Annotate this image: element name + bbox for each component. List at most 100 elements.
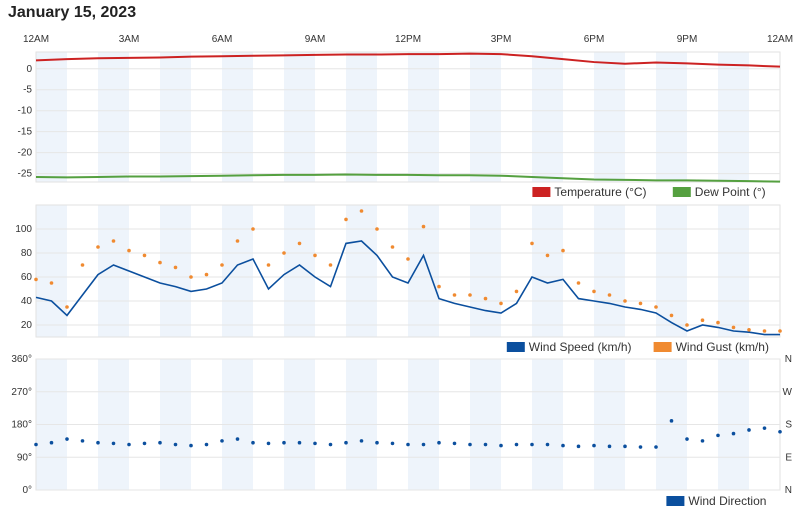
- data-point: [34, 277, 38, 282]
- y-tick-label: 0: [26, 64, 32, 75]
- y-tick-label: 270°: [11, 387, 32, 398]
- data-point: [561, 248, 565, 253]
- data-point: [762, 426, 767, 430]
- data-point: [468, 442, 472, 447]
- data-point: [669, 313, 674, 318]
- data-point: [49, 440, 54, 445]
- legend-label: Wind Speed (km/h): [529, 340, 632, 354]
- hour-band: [532, 205, 563, 337]
- hour-band: [594, 205, 625, 337]
- data-point: [576, 444, 581, 449]
- data-point: [452, 293, 457, 297]
- data-point: [204, 272, 209, 277]
- data-point: [34, 442, 38, 447]
- data-point: [437, 284, 441, 289]
- data-point: [685, 323, 689, 327]
- legend-label: Wind Direction: [688, 494, 766, 508]
- data-point: [499, 301, 503, 306]
- data-point: [530, 442, 534, 447]
- data-point: [778, 429, 782, 434]
- legend-label: Temperature (°C): [554, 185, 646, 199]
- legend-swatch: [532, 187, 551, 197]
- data-point: [375, 440, 379, 445]
- hour-band: [656, 205, 687, 337]
- hour-band: [594, 52, 625, 182]
- y-tick-label: -25: [18, 169, 33, 180]
- data-point: [406, 257, 410, 261]
- data-point: [483, 296, 488, 301]
- data-point: [561, 443, 565, 448]
- data-point: [390, 441, 395, 446]
- data-point: [638, 301, 643, 306]
- data-point: [762, 329, 767, 333]
- data-point: [731, 325, 736, 330]
- data-point: [111, 239, 116, 243]
- data-point: [80, 263, 85, 267]
- data-point: [499, 443, 503, 448]
- hour-band: [470, 205, 501, 337]
- hour-band: [36, 205, 67, 337]
- data-point: [127, 248, 131, 253]
- data-point: [700, 439, 705, 443]
- data-point: [158, 260, 162, 265]
- y-tick-label: 90°: [17, 452, 32, 463]
- data-point: [421, 442, 426, 447]
- page-title: January 15, 2023: [8, 4, 137, 21]
- data-point: [235, 437, 240, 441]
- data-point: [716, 433, 720, 438]
- data-point: [282, 440, 286, 445]
- time-tick-label: 3PM: [491, 34, 512, 45]
- time-tick-label: 9PM: [677, 34, 698, 45]
- data-point: [545, 253, 550, 258]
- y-tick-label: -20: [18, 148, 33, 159]
- data-point: [266, 441, 271, 446]
- data-point: [173, 265, 178, 270]
- data-point: [514, 289, 519, 294]
- series-line: [35, 52, 781, 68]
- time-tick-label: 12AM: [767, 34, 793, 45]
- data-point: [623, 299, 627, 303]
- time-tick-label: 12PM: [395, 34, 421, 45]
- y-tick-label: 100: [15, 224, 32, 235]
- hour-band: [36, 52, 67, 182]
- data-point: [111, 441, 116, 446]
- data-point: [747, 428, 751, 432]
- y-tick-label-right: W: [783, 387, 793, 398]
- data-point: [359, 209, 364, 213]
- data-point: [344, 440, 348, 445]
- data-point: [685, 437, 689, 441]
- y-tick-label: -15: [18, 127, 33, 138]
- time-tick-label: 6AM: [212, 34, 233, 45]
- data-point: [251, 440, 255, 445]
- hour-band: [160, 52, 191, 182]
- hour-band: [408, 52, 439, 182]
- data-point: [607, 444, 612, 449]
- data-point: [220, 263, 224, 267]
- hour-band: [408, 205, 439, 337]
- hour-band: [160, 205, 191, 337]
- data-point: [220, 439, 224, 443]
- legend-label: Dew Point (°): [695, 185, 766, 199]
- data-point: [328, 263, 333, 267]
- data-point: [638, 445, 643, 449]
- data-point: [452, 441, 457, 446]
- data-point: [344, 217, 348, 222]
- data-point: [282, 251, 286, 255]
- data-point: [468, 293, 472, 297]
- data-point: [313, 441, 317, 446]
- data-point: [514, 442, 519, 447]
- data-point: [96, 245, 100, 249]
- data-point: [251, 227, 255, 231]
- data-point: [731, 431, 736, 436]
- data-point: [669, 419, 674, 423]
- data-point: [375, 227, 379, 231]
- y-tick-label-right: N: [785, 354, 792, 365]
- legend-swatch: [653, 342, 672, 352]
- data-point: [576, 281, 581, 285]
- data-point: [158, 440, 162, 445]
- data-point: [266, 263, 271, 267]
- y-tick-label: -5: [23, 85, 32, 96]
- hour-band: [532, 52, 563, 182]
- time-tick-label: 6PM: [584, 34, 605, 45]
- y-tick-label: 80: [21, 248, 33, 259]
